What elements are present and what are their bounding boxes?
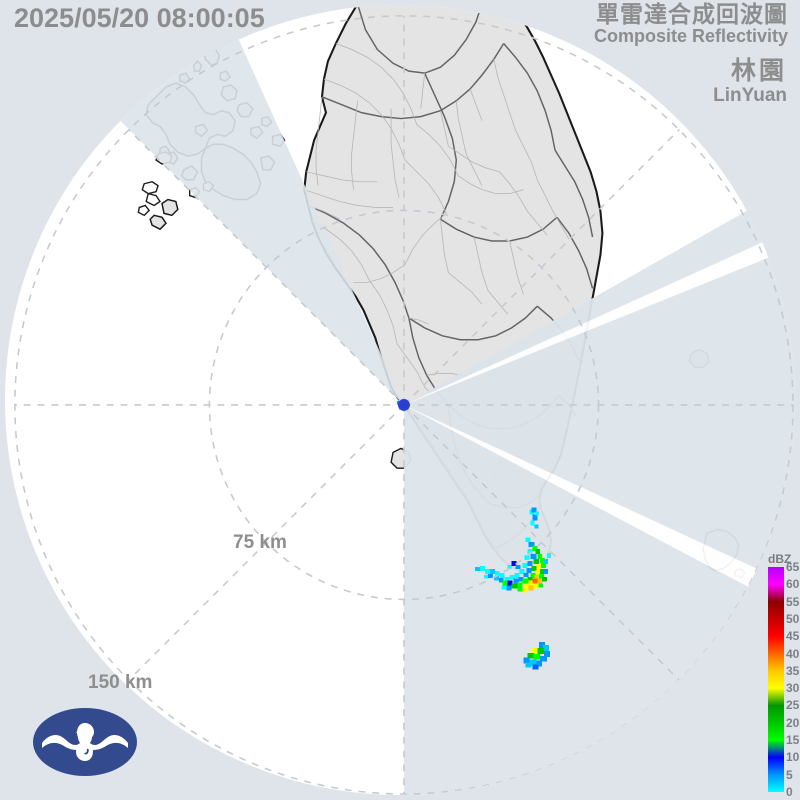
legend-tick-0: 0	[786, 785, 793, 799]
radar-site-marker	[398, 399, 410, 411]
legend-tick-60: 60	[786, 577, 800, 592]
legend-tick-50: 50	[786, 611, 800, 626]
radar-display-disc	[5, 5, 795, 795]
radar-echo-layer	[5, 5, 795, 795]
legend-color-bar	[768, 567, 784, 792]
echo-cluster-south-coast	[475, 509, 552, 593]
station-name-english: LinYuan	[713, 85, 787, 106]
radial-315	[127, 128, 405, 406]
beam-sectors	[403, 183, 795, 795]
product-title: 單雷達合成回波圖 Composite Reflectivity	[594, 2, 788, 46]
beam-sector-notch-b	[403, 404, 795, 612]
legend-tick-5: 5	[786, 767, 793, 782]
echo-cluster-offshore	[523, 641, 551, 670]
legend-tick-45: 45	[786, 629, 800, 644]
radial-135	[403, 404, 681, 682]
legend-title: dBZ	[768, 552, 792, 566]
legend-tick-65: 65	[786, 560, 800, 574]
station-name-chinese: 林園	[730, 57, 787, 85]
legend-tick-20: 20	[786, 715, 800, 730]
radial-225	[127, 404, 405, 682]
range-rings-layer	[5, 5, 795, 795]
range-ring-label-150km: 150 km	[88, 672, 153, 693]
range-radials	[14, 15, 794, 795]
range-ring-label-75km: 75 km	[233, 532, 287, 553]
logo-wind-swirls	[42, 723, 128, 761]
product-title-chinese: 單雷達合成回波圖	[596, 1, 788, 27]
legend-tick-35: 35	[786, 663, 800, 678]
legend-tick-30: 30	[786, 681, 800, 696]
legend-tick-25: 25	[786, 698, 800, 713]
legend-tick-55: 55	[786, 594, 800, 609]
legend-tick-40: 40	[786, 646, 800, 661]
dbz-color-legend: dBZ 65 60 55 50 45 40 35 30 25 20 15 10 5 0	[762, 552, 800, 799]
radial-45	[403, 128, 681, 406]
legend-tick-15: 15	[786, 733, 800, 748]
product-title-english: Composite Reflectivity	[593, 25, 788, 46]
legend-tick-labels: 65 60 55 50 45 40 35 30 25 20 15 10 5 0	[786, 560, 800, 799]
beam-sector-east	[403, 183, 795, 795]
timestamp-label: 2025/05/20 08:00:05	[14, 3, 265, 33]
legend-tick-10: 10	[786, 750, 800, 765]
echo-cluster-isolated-north	[531, 507, 540, 516]
cwa-logo	[32, 705, 138, 779]
station-name: 林園 LinYuan	[713, 57, 787, 106]
